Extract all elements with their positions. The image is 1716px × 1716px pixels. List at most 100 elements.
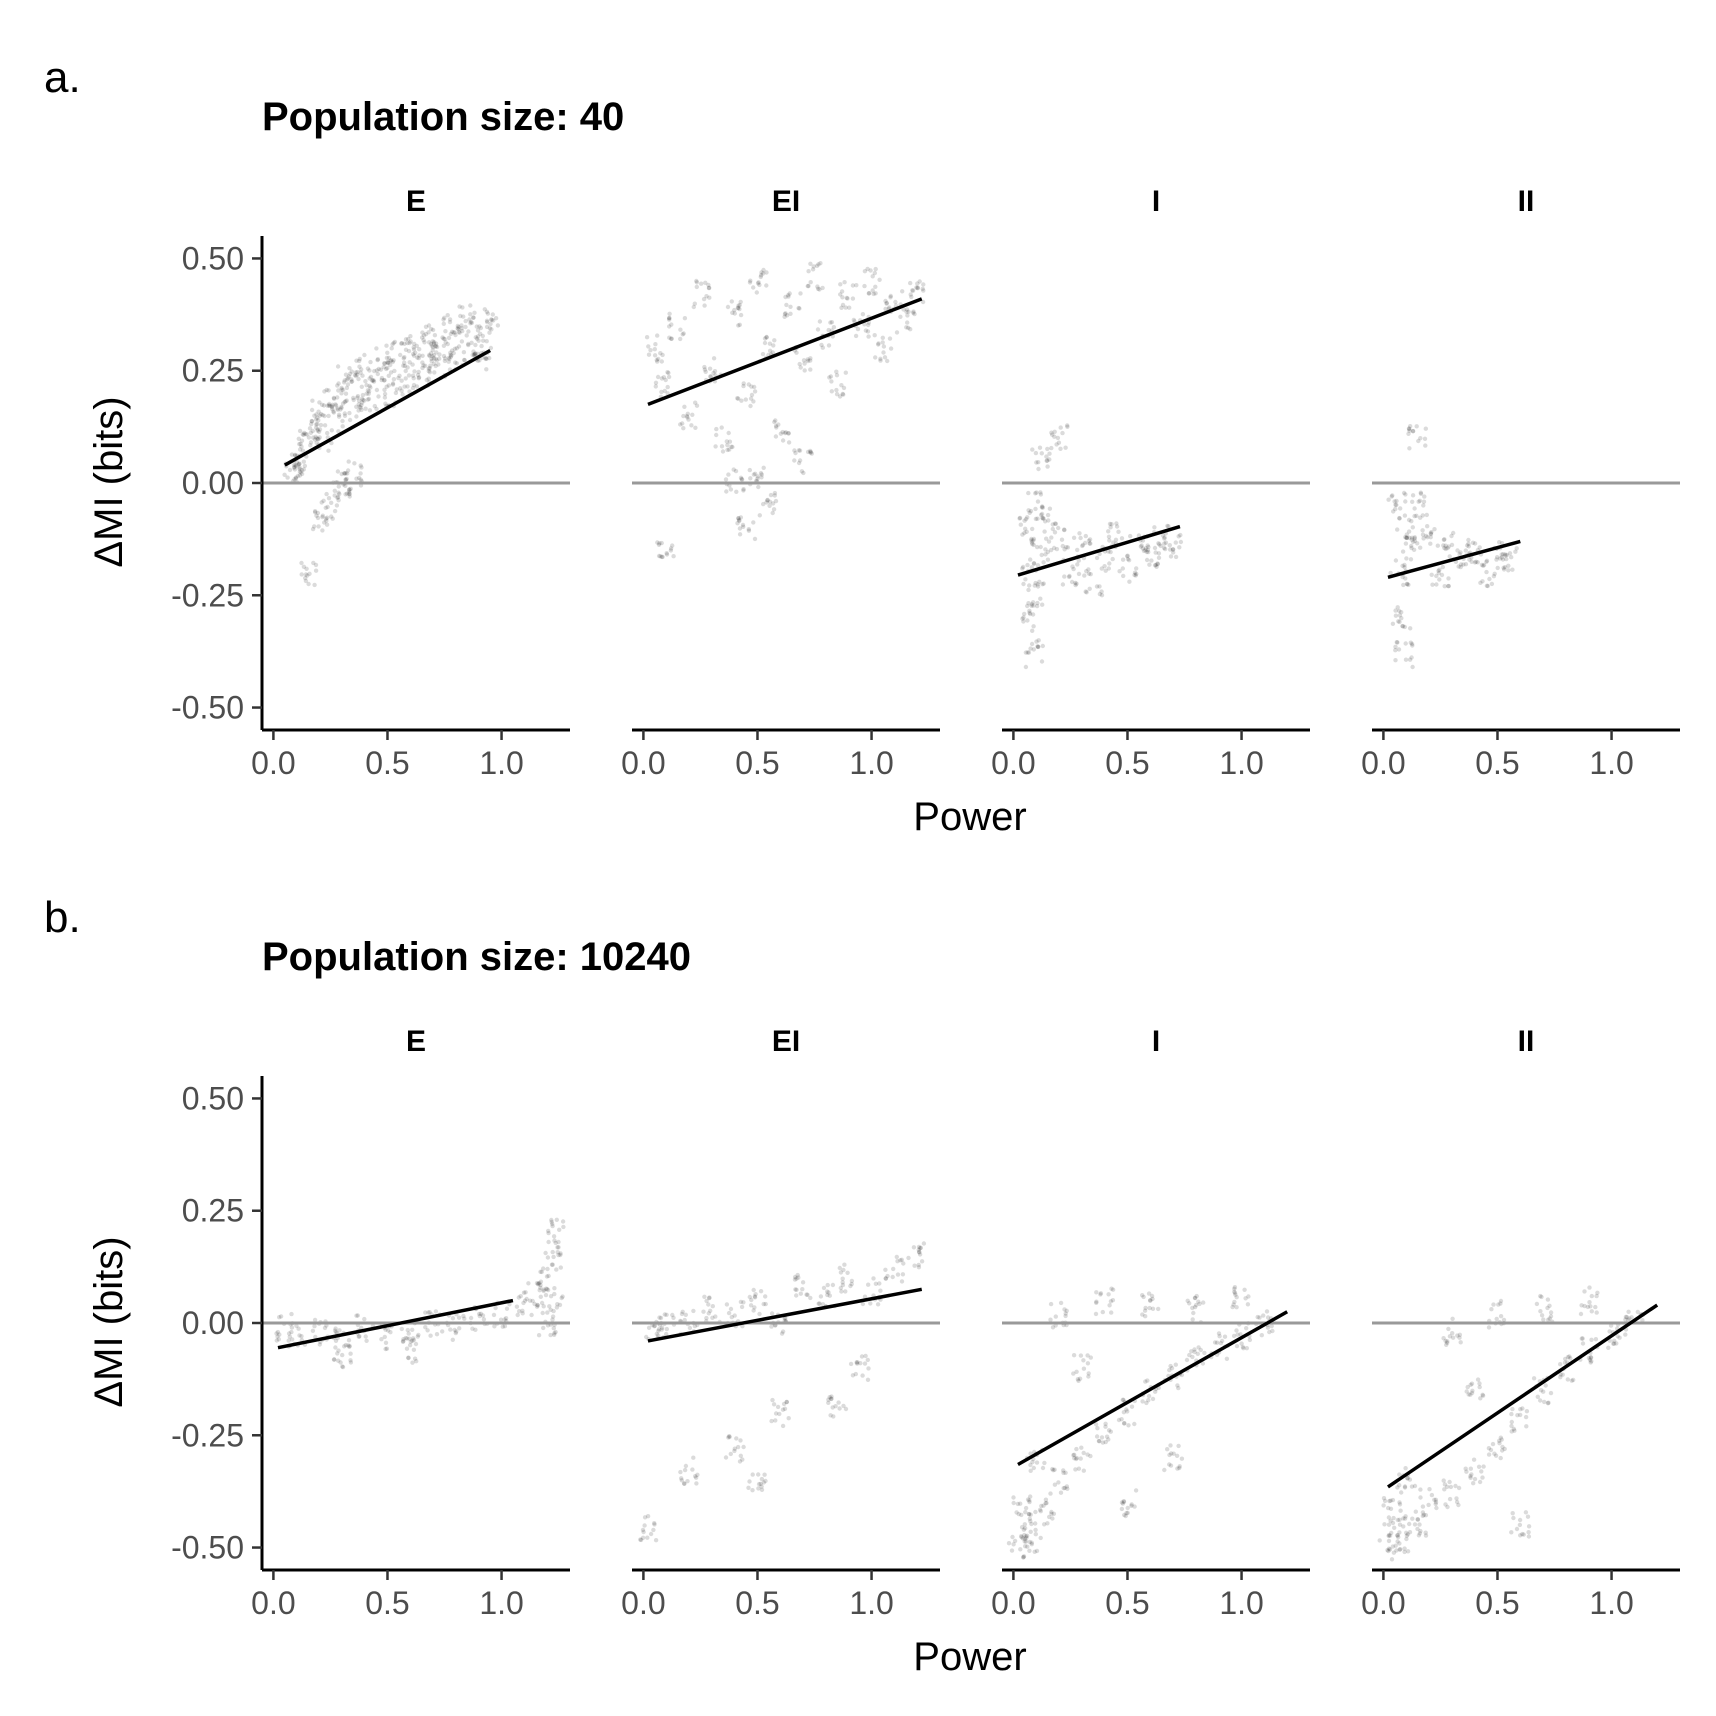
scatter-point-b-I (1050, 1466, 1055, 1472)
scatter-point-b-E (384, 1346, 390, 1351)
scatter-point-b-I (1033, 1509, 1038, 1515)
scatter-point-a-EI (652, 353, 658, 358)
scatter-point-b-II (1593, 1304, 1598, 1310)
scatter-point-a-E (378, 367, 383, 372)
scatter-point-a-EI (808, 261, 813, 266)
scatter-point-a-EI (894, 330, 900, 335)
facet-label-a-I: I (1152, 185, 1160, 218)
scatter-point-a-I (1029, 538, 1034, 543)
scatter-point-b-E (543, 1250, 548, 1256)
scatter-point-b-II (1498, 1298, 1504, 1304)
scatter-point-a-EI (758, 273, 764, 278)
scatter-point-a-EI (712, 369, 718, 374)
scatter-point-b-E (337, 1328, 342, 1333)
scatter-point-b-EI (762, 1472, 767, 1477)
scatter-point-a-EI (706, 285, 712, 290)
scatter-point-a-II (1500, 552, 1506, 557)
scatter-point-b-I (1029, 1521, 1034, 1527)
scatter-point-a-II (1409, 641, 1415, 647)
scatter-point-a-I (1153, 550, 1158, 555)
scatter-point-b-EI (821, 1285, 827, 1291)
scatter-point-b-EI (800, 1280, 806, 1285)
scatter-point-a-E (430, 339, 435, 344)
scatter-point-b-II (1571, 1377, 1576, 1383)
scatter-point-a-EI (724, 439, 729, 444)
scatter-point-b-II (1614, 1341, 1619, 1346)
scatter-point-b-I (1265, 1325, 1271, 1330)
scatter-point-a-I (1029, 536, 1034, 542)
scatter-point-a-E (473, 335, 478, 340)
scatter-point-b-I (1009, 1548, 1015, 1553)
scatter-point-a-EI (702, 367, 708, 372)
scatter-point-a-I (1088, 541, 1093, 546)
scatter-point-a-E (368, 359, 373, 365)
scatter-point-b-E (548, 1307, 553, 1313)
scatter-point-a-E (411, 347, 417, 352)
scatter-point-b-I (1108, 1299, 1114, 1304)
scatter-point-a-I (1114, 524, 1120, 529)
scatter-point-b-II (1386, 1522, 1392, 1527)
scatter-point-a-II (1465, 543, 1470, 548)
scatter-point-b-II (1470, 1388, 1475, 1394)
scatter-point-a-E (334, 503, 340, 508)
scatter-point-b-I (1058, 1300, 1064, 1306)
scatter-point-b-II (1421, 1512, 1427, 1518)
scatter-point-b-E (277, 1315, 282, 1320)
scatter-point-b-I (1021, 1555, 1026, 1560)
scatter-point-a-II (1421, 503, 1426, 508)
scatter-point-b-I (1125, 1510, 1130, 1516)
scatter-point-a-I (1055, 435, 1061, 441)
scatter-point-a-EI (786, 294, 791, 299)
scatter-point-b-EI (816, 1301, 821, 1306)
scatter-point-a-I (1094, 555, 1100, 561)
scatter-point-b-EI (800, 1287, 805, 1292)
scatter-point-a-EI (658, 351, 663, 356)
scatter-point-b-II (1415, 1517, 1421, 1522)
scatter-point-a-EI (754, 290, 759, 295)
scatter-point-b-I (1096, 1438, 1102, 1444)
scatter-point-b-II (1497, 1441, 1502, 1446)
scatter-point-a-I (1114, 521, 1119, 526)
scatter-point-a-I (1037, 445, 1043, 450)
scatter-point-b-E (433, 1309, 439, 1314)
scatter-point-a-E (428, 341, 434, 347)
scatter-point-b-II (1395, 1517, 1401, 1523)
scatter-point-a-EI (690, 412, 695, 417)
scatter-point-b-EI (727, 1434, 732, 1440)
scatter-point-b-I (1177, 1464, 1182, 1469)
scatter-point-a-EI (831, 325, 837, 330)
scatter-point-a-E (357, 356, 362, 362)
scatter-point-b-EI (726, 1310, 732, 1316)
scatter-point-a-II (1396, 647, 1402, 652)
scatter-point-a-E (360, 373, 365, 378)
scatter-point-a-EI (796, 305, 801, 311)
scatter-point-b-E (527, 1298, 533, 1303)
scatter-point-a-EI (877, 277, 882, 282)
scatter-point-a-E (415, 372, 421, 378)
scatter-point-a-E (405, 340, 410, 346)
y-tick-label-b: -0.50 (171, 1530, 244, 1566)
scatter-point-a-E (342, 411, 347, 416)
scatter-point-b-II (1627, 1316, 1632, 1321)
scatter-point-a-EI (893, 299, 898, 305)
scatter-point-a-E (434, 358, 439, 363)
scatter-point-a-EI (888, 295, 893, 300)
scatter-point-b-I (1190, 1317, 1195, 1322)
scatter-point-a-E (412, 369, 417, 374)
scatter-point-a-E (476, 338, 481, 343)
scatter-point-b-I (1116, 1417, 1122, 1423)
scatter-point-a-II (1398, 506, 1403, 511)
scatter-point-b-I (1019, 1534, 1024, 1539)
scatter-point-a-EI (706, 285, 712, 291)
scatter-point-a-I (1133, 573, 1139, 578)
fit-line-b-II (1386, 1303, 1659, 1489)
scatter-point-a-EI (659, 359, 664, 364)
scatter-point-b-E (448, 1327, 453, 1332)
scatter-point-a-E (402, 363, 408, 369)
scatter-point-a-I (1086, 567, 1091, 572)
scatter-point-a-EI (758, 274, 763, 280)
scatter-point-a-EI (843, 305, 848, 310)
scatter-point-a-I (1023, 664, 1029, 670)
scatter-point-a-I (1106, 549, 1111, 554)
scatter-point-a-I (1144, 557, 1150, 563)
